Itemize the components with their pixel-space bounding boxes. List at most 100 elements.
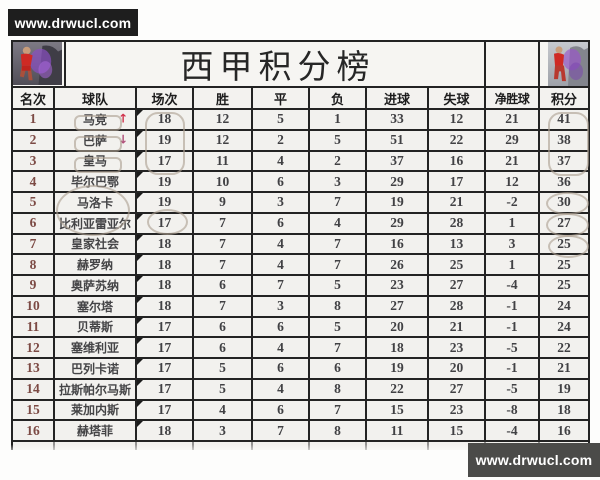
goals-for-cell: 37 xyxy=(367,151,429,171)
team-name: 赫罗纳 xyxy=(76,258,113,273)
points-cell: 25 xyxy=(557,256,571,272)
team-cell: 拉斯帕尔马斯 xyxy=(55,379,137,399)
goal-diff-cell: -4 xyxy=(486,421,540,440)
header-goals-for: 进球 xyxy=(367,88,429,108)
header-losses: 负 xyxy=(310,88,367,108)
rank-cell: 8 xyxy=(13,255,55,274)
header-goals-against: 失球 xyxy=(429,88,486,108)
goals-for-cell: 15 xyxy=(367,400,429,420)
losses-cell: 8 xyxy=(310,421,367,440)
goals-against-cell: 22 xyxy=(429,130,486,150)
comment-wedge-icon xyxy=(137,296,143,303)
player-photo-left xyxy=(13,42,66,86)
rank-cell: 9 xyxy=(13,276,55,295)
team-cell: 莱加内斯 xyxy=(55,400,137,420)
table-row: 6 比利亚雷亚尔 17 7 6 4 29 28 1 27 xyxy=(13,213,588,235)
draws-cell: 4 xyxy=(253,255,310,274)
comment-wedge-icon xyxy=(137,234,143,241)
draws-cell: 6 xyxy=(253,172,310,191)
trend-down-icon: ↓ xyxy=(117,132,128,147)
goals-against-cell: 17 xyxy=(429,172,486,191)
losses-cell: 7 xyxy=(310,400,367,420)
team-name: 塞维利亚 xyxy=(70,341,119,356)
losses-cell: 8 xyxy=(310,379,367,399)
goals-for-cell: 33 xyxy=(367,110,429,129)
comment-wedge-icon xyxy=(137,338,143,345)
goal-diff-cell: -5 xyxy=(486,379,540,399)
losses-cell: 8 xyxy=(310,296,367,316)
table-row: 9 奥萨苏纳 18 6 7 5 23 27 -4 25 xyxy=(13,276,588,297)
rank-cell: 14 xyxy=(13,379,55,399)
comment-wedge-icon xyxy=(137,379,143,386)
team-cell: 赫塔菲 xyxy=(55,421,137,440)
header-draws: 平 xyxy=(253,88,310,108)
played-cell: 18 xyxy=(137,276,194,295)
team-name: 拉斯帕尔马斯 xyxy=(58,382,131,397)
points-cell: 16 xyxy=(557,422,571,438)
points-cell: 27 xyxy=(557,215,571,231)
team-name: 赫塔菲 xyxy=(76,424,113,439)
goal-diff-cell: 3 xyxy=(486,234,540,254)
goals-against-cell: 25 xyxy=(429,255,486,274)
goals-against-cell: 20 xyxy=(429,359,486,378)
team-name: 皇马 xyxy=(82,154,107,169)
draws-cell: 2 xyxy=(253,130,310,150)
rank-cell: 12 xyxy=(13,338,55,357)
title-band: 西甲积分榜 xyxy=(13,42,588,88)
goals-for-cell: 23 xyxy=(367,276,429,295)
team-name: 毕尔巴鄂 xyxy=(70,175,119,190)
team-cell: 比利亚雷亚尔 xyxy=(55,213,137,233)
goals-for-cell: 22 xyxy=(367,379,429,399)
points-cell: 24 xyxy=(557,298,571,314)
draws-cell: 3 xyxy=(253,296,310,316)
goals-for-cell: 26 xyxy=(367,255,429,274)
title-cell: 西甲积分榜 xyxy=(66,42,486,86)
goals-for-cell: 11 xyxy=(367,421,429,440)
goals-against-cell: 21 xyxy=(429,193,486,212)
losses-cell: 7 xyxy=(310,193,367,212)
goal-diff-cell: 1 xyxy=(486,213,540,233)
points-cell: 38 xyxy=(557,132,571,148)
goal-diff-cell: -5 xyxy=(486,338,540,357)
played-cell: 17 xyxy=(137,379,194,399)
goals-against-cell: 23 xyxy=(429,338,486,357)
team-cell: 巴列卡诺 xyxy=(55,359,137,378)
losses-cell: 7 xyxy=(310,338,367,357)
rank-cell: 1 xyxy=(13,110,55,129)
team-name: 马竞 xyxy=(82,112,107,127)
played-cell: 17 xyxy=(137,400,194,420)
points-cell: 21 xyxy=(557,360,571,376)
played-cell: 18 xyxy=(137,296,194,316)
comment-wedge-icon xyxy=(137,276,143,282)
goal-diff-cell: -1 xyxy=(486,317,540,337)
comment-wedge-icon xyxy=(137,317,143,324)
player-photo-right xyxy=(540,42,588,86)
draws-cell: 6 xyxy=(253,359,310,378)
rank-cell: 10 xyxy=(13,296,55,316)
goal-diff-cell: -8 xyxy=(486,400,540,420)
team-cell: 塞尔塔 xyxy=(55,296,137,316)
player-photo-right-icon xyxy=(548,42,588,86)
draws-cell: 4 xyxy=(253,151,310,171)
comment-wedge-icon xyxy=(137,400,143,407)
played-cell: 17 xyxy=(137,317,194,337)
points-cell: 41 xyxy=(557,111,571,127)
goal-diff-cell: 21 xyxy=(486,110,540,129)
standings-table: 西甲积分榜 xyxy=(11,40,590,450)
wins-cell: 6 xyxy=(194,338,253,357)
wins-cell: 7 xyxy=(194,255,253,274)
trend-up-icon: ↑ xyxy=(117,111,128,126)
losses-cell: 5 xyxy=(310,276,367,295)
comment-wedge-icon xyxy=(137,255,143,262)
losses-cell: 1 xyxy=(310,110,367,129)
goal-diff-cell: -4 xyxy=(486,276,540,295)
table-row: 10 塞尔塔 18 7 3 8 27 28 -1 24 xyxy=(13,296,588,318)
wins-cell: 10 xyxy=(194,172,253,191)
points-cell: 22 xyxy=(557,339,571,355)
team-cell: 赫罗纳 xyxy=(55,255,137,274)
losses-cell: 7 xyxy=(310,234,367,254)
table-row: 16 赫塔菲 18 3 7 8 11 15 -4 16 xyxy=(13,421,588,442)
team-name: 巴萨 xyxy=(82,133,107,148)
comment-wedge-icon xyxy=(137,130,143,137)
rank-cell: 4 xyxy=(13,172,55,191)
